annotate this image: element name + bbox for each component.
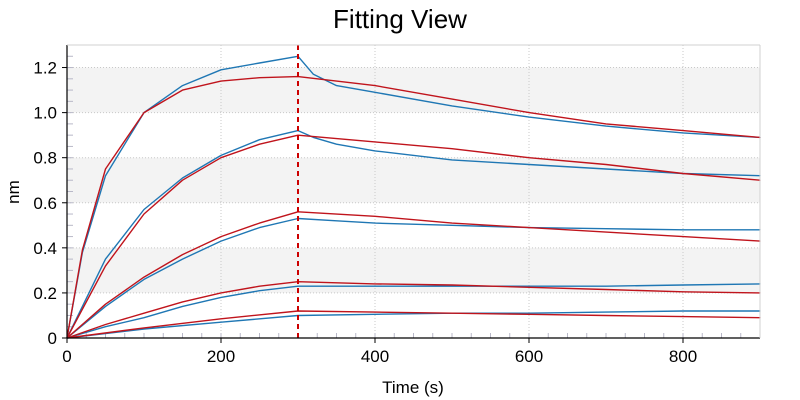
plot-band <box>67 157 760 203</box>
y-tick-label: 0.4 <box>33 239 57 258</box>
y-tick-label: 1.2 <box>33 59 57 78</box>
y-tick-labels: 0 0.2 0.4 0.6 0.8 1.0 1.2 <box>33 59 57 348</box>
minor-ticks <box>66 44 761 339</box>
x-tick-label: 600 <box>515 347 543 366</box>
x-tick-label: 0 <box>62 347 71 366</box>
axes <box>62 44 761 343</box>
measured-curve-2 <box>66 129 761 339</box>
y-tick-label: 0.8 <box>33 149 57 168</box>
x-tick-labels: 0 200 400 600 800 <box>62 347 697 366</box>
x-axis-label: Time (s) <box>382 378 444 397</box>
fit-curve-1 <box>66 75 761 339</box>
x-tick-label: 800 <box>669 347 697 366</box>
y-tick-label: 1.0 <box>33 104 57 123</box>
y-axis-label: nm <box>4 180 23 204</box>
measured-curve-4 <box>66 283 761 339</box>
y-tick-label: 0.2 <box>33 284 57 303</box>
y-tick-label: 0.6 <box>33 194 57 213</box>
measured-curve-3 <box>66 217 761 339</box>
measured-curve-1 <box>66 55 761 339</box>
measured-curve-5 <box>66 310 761 339</box>
plot-band <box>67 67 760 113</box>
x-tick-label: 400 <box>361 347 389 366</box>
fit-curve-5 <box>66 310 761 339</box>
plot-area <box>67 45 760 338</box>
x-tick-label: 200 <box>207 347 235 366</box>
chart-title: Fitting View <box>333 4 467 34</box>
y-tick-label: 0 <box>48 329 57 348</box>
